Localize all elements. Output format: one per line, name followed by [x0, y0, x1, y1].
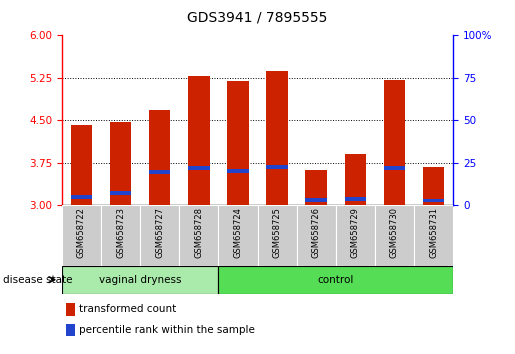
Bar: [345, 154, 366, 205]
Text: GSM658731: GSM658731: [429, 207, 438, 258]
Bar: [110, 191, 131, 195]
Text: GSM658725: GSM658725: [272, 207, 282, 258]
Text: GSM658722: GSM658722: [77, 207, 86, 258]
Bar: [414, 205, 453, 266]
Text: vaginal dryness: vaginal dryness: [99, 275, 181, 285]
Bar: [140, 205, 179, 266]
Bar: [258, 205, 297, 266]
Bar: [305, 198, 327, 202]
Text: disease state: disease state: [3, 275, 72, 285]
Bar: [345, 197, 366, 201]
Bar: [423, 167, 444, 205]
Bar: [227, 81, 249, 205]
Bar: [66, 324, 76, 336]
Text: percentile rank within the sample: percentile rank within the sample: [79, 325, 255, 335]
Bar: [101, 205, 140, 266]
Bar: [227, 169, 249, 173]
Text: GSM658730: GSM658730: [390, 207, 399, 258]
Bar: [62, 266, 218, 294]
Bar: [375, 205, 414, 266]
Bar: [305, 170, 327, 205]
Text: GSM658728: GSM658728: [194, 207, 203, 258]
Text: GDS3941 / 7895555: GDS3941 / 7895555: [187, 11, 328, 25]
Text: GSM658726: GSM658726: [312, 207, 321, 258]
Text: GSM658723: GSM658723: [116, 207, 125, 258]
Bar: [188, 76, 210, 205]
Bar: [71, 125, 92, 205]
Bar: [71, 195, 92, 199]
Bar: [336, 205, 375, 266]
Bar: [218, 205, 258, 266]
Bar: [62, 205, 101, 266]
Bar: [384, 166, 405, 170]
Bar: [66, 303, 76, 316]
Bar: [423, 199, 444, 202]
Text: transformed count: transformed count: [79, 304, 177, 314]
Bar: [149, 170, 170, 174]
Bar: [266, 165, 288, 169]
Text: GSM658729: GSM658729: [351, 207, 360, 258]
Bar: [218, 266, 453, 294]
Bar: [384, 80, 405, 205]
Bar: [110, 122, 131, 205]
Bar: [297, 205, 336, 266]
Bar: [179, 205, 218, 266]
Bar: [188, 166, 210, 170]
Bar: [266, 71, 288, 205]
Text: control: control: [318, 275, 354, 285]
Text: GSM658724: GSM658724: [233, 207, 243, 258]
Text: GSM658727: GSM658727: [155, 207, 164, 258]
Bar: [149, 110, 170, 205]
